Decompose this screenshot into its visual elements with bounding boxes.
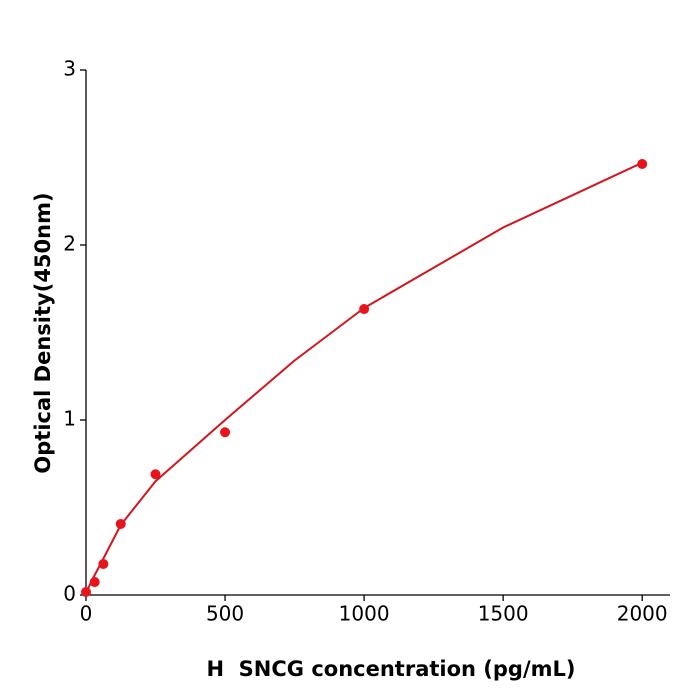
y-axis-title: Optical Density(450nm) — [31, 192, 55, 473]
data-point — [220, 427, 231, 438]
y-tick-label: 3 — [63, 57, 76, 81]
y-tick-label: 0 — [63, 582, 76, 606]
data-point — [98, 559, 109, 570]
data-point — [115, 518, 126, 529]
fit-curve — [85, 161, 643, 594]
x-axis-title: H SNCG concentration (pg/mL) — [206, 657, 575, 681]
x-tick-label: 1000 — [339, 602, 390, 626]
x-tick-label: 500 — [206, 602, 244, 626]
x-tick-label: 0 — [80, 602, 93, 626]
y-tick-label: 1 — [63, 407, 76, 431]
y-tick-label: 2 — [63, 232, 76, 256]
data-point — [359, 304, 370, 315]
data-point — [89, 577, 100, 588]
x-tick-label: 2000 — [617, 602, 668, 626]
x-tick-label: 1500 — [478, 602, 529, 626]
data-point — [150, 469, 161, 480]
data-point — [81, 587, 91, 598]
data-point — [637, 158, 648, 169]
